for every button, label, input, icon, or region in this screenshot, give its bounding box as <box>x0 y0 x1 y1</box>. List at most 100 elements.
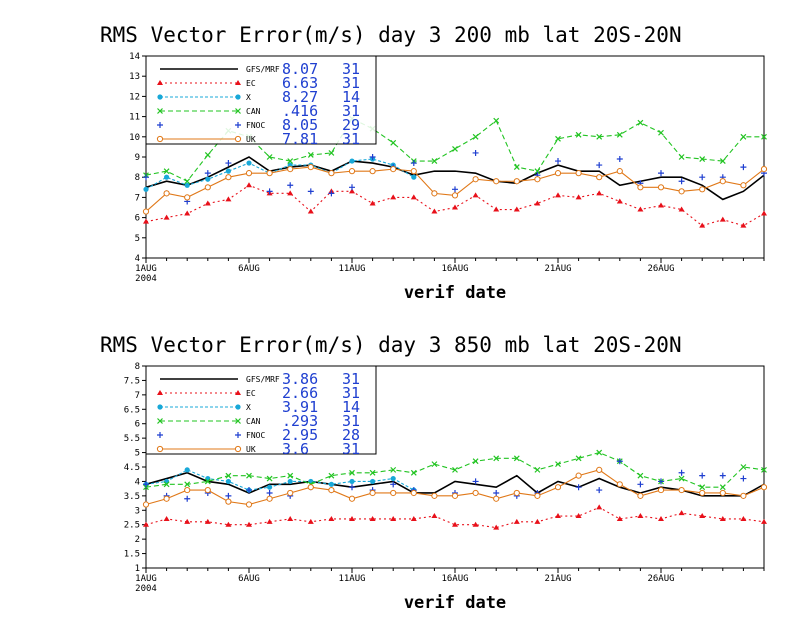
data-point <box>760 166 768 173</box>
data-point <box>534 466 541 473</box>
data-point <box>348 495 356 502</box>
data-point <box>452 466 458 473</box>
data-point <box>411 174 417 180</box>
data-point <box>637 492 644 499</box>
data-point <box>554 484 562 491</box>
data-point <box>596 174 603 181</box>
legend-series-count: 31 <box>342 74 360 92</box>
data-point <box>431 208 438 214</box>
data-point <box>555 192 561 198</box>
data-point <box>575 194 582 200</box>
data-point <box>390 139 397 146</box>
y-tick-label: 13 <box>129 72 140 82</box>
data-point <box>678 510 685 516</box>
y-tick-label: 5 <box>135 234 140 244</box>
data-point <box>204 184 211 191</box>
legend-frame <box>145 55 377 145</box>
data-point <box>287 166 294 173</box>
data-point <box>596 504 603 510</box>
data-point <box>657 184 665 191</box>
series-ec <box>143 504 767 530</box>
data-point <box>349 478 355 485</box>
y-tick-label: 6.5 <box>124 405 140 415</box>
data-point <box>307 518 314 524</box>
data-point <box>143 521 149 527</box>
data-point <box>225 196 232 202</box>
data-point <box>493 495 500 502</box>
legend-marker <box>235 404 241 410</box>
legend-marker <box>156 445 164 453</box>
x-tick-label: 26AUG <box>647 574 674 584</box>
data-point <box>596 449 603 456</box>
data-point <box>369 515 376 521</box>
data-point <box>761 466 767 473</box>
data-point <box>204 170 211 177</box>
data-point <box>678 188 685 195</box>
data-point <box>307 484 314 491</box>
data-point <box>143 481 149 488</box>
data-point <box>164 174 170 180</box>
data-point <box>575 131 582 138</box>
data-point <box>349 515 355 521</box>
data-point <box>575 484 582 491</box>
data-point <box>534 200 541 206</box>
legend-marker <box>156 135 164 143</box>
data-point <box>307 208 314 214</box>
legend-frame <box>145 365 377 455</box>
data-point <box>637 206 644 212</box>
legend-marker <box>235 418 241 424</box>
data-point <box>637 119 644 126</box>
data-point <box>287 515 294 521</box>
data-point <box>225 160 232 167</box>
y-tick-label: 14 <box>129 52 140 62</box>
data-point <box>369 489 376 497</box>
legend-series-mean: 3.86 <box>282 370 318 388</box>
data-point <box>637 184 644 191</box>
data-point <box>143 174 149 181</box>
data-point <box>596 162 603 169</box>
data-point <box>431 158 438 164</box>
data-point <box>390 481 397 488</box>
data-point <box>246 521 252 527</box>
data-point <box>554 170 562 177</box>
data-point <box>761 518 767 524</box>
data-point <box>225 174 232 181</box>
data-point <box>184 518 191 524</box>
legend-series-name: CAN <box>246 107 261 116</box>
y-tick-label: 3 <box>135 506 140 516</box>
data-point <box>431 461 438 468</box>
data-point <box>370 478 376 485</box>
data-point <box>616 156 623 163</box>
legend-series-count: 31 <box>342 102 360 120</box>
data-point <box>245 501 253 508</box>
y-tick-label: 4.5 <box>124 463 140 473</box>
data-point <box>678 475 685 482</box>
data-point <box>246 487 252 494</box>
data-point <box>719 515 726 521</box>
data-point <box>740 515 747 521</box>
data-point <box>205 176 211 182</box>
data-point <box>719 472 726 479</box>
y-tick-label: 7.5 <box>124 376 140 386</box>
legend-series-mean: 8.27 <box>282 88 318 106</box>
y-tick-label: 5.5 <box>124 434 140 444</box>
data-point <box>142 501 150 508</box>
data-point <box>287 489 294 497</box>
data-point <box>267 484 273 490</box>
data-point <box>328 486 335 494</box>
data-point <box>163 190 170 197</box>
data-point <box>555 461 561 468</box>
x-tick-label: 6AUG <box>238 264 260 274</box>
data-point <box>184 467 190 473</box>
data-point <box>472 521 479 527</box>
x-tick-label: 21AUG <box>544 264 571 274</box>
data-point <box>740 475 747 482</box>
data-point <box>534 168 541 175</box>
y-tick-label: 4 <box>135 477 140 487</box>
legend-series-count: 31 <box>342 130 360 148</box>
legend-series-count: 29 <box>342 116 360 134</box>
data-point <box>513 178 520 185</box>
data-point <box>678 206 685 212</box>
x-axis-label: verif date <box>404 593 506 613</box>
